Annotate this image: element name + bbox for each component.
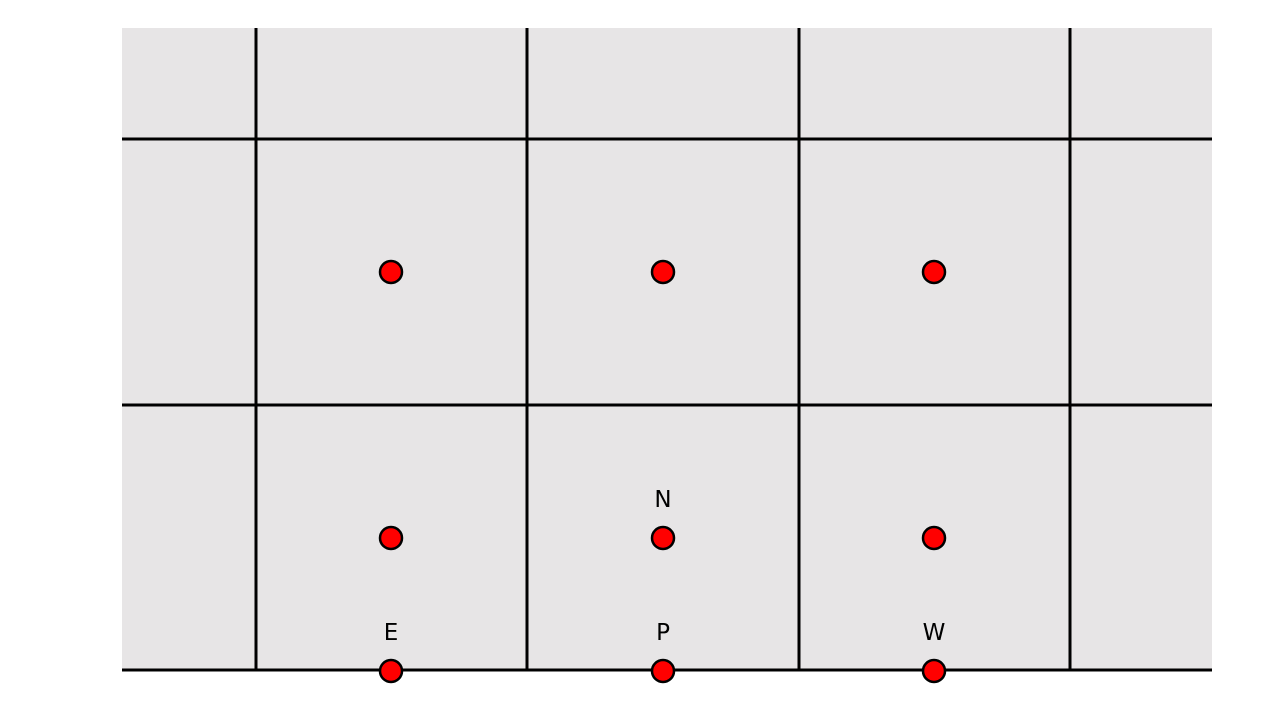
node-r2-c1-point [378, 525, 404, 551]
node-P-point [650, 658, 676, 684]
node-W-point [921, 658, 947, 684]
node-E-point [378, 658, 404, 684]
node-label-P: P [656, 620, 670, 646]
grid-background [122, 28, 1212, 670]
node-points [378, 259, 947, 684]
node-r1-c3-point [921, 259, 947, 285]
node-N-point [650, 525, 676, 551]
node-label-W: W [923, 620, 946, 646]
vertical-grid-lines [254, 28, 1072, 670]
node-r1-c1-point [378, 259, 404, 285]
node-r2-c3-point [921, 525, 947, 551]
node-label-E: E [384, 620, 399, 646]
node-label-N: N [654, 487, 671, 513]
node-labels: N E P W [384, 487, 946, 646]
node-r1-c2-point [650, 259, 676, 285]
